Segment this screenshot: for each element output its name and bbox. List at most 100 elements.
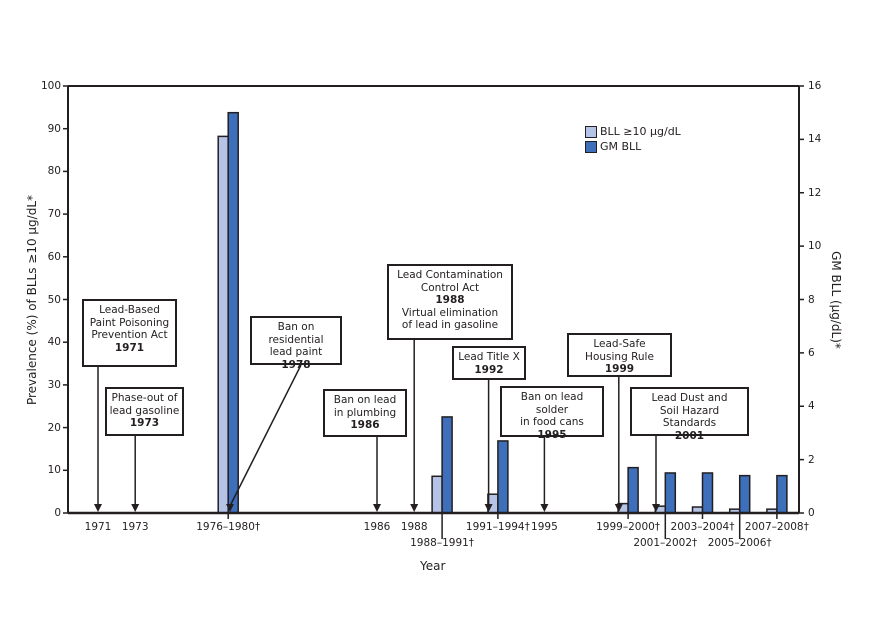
y-tick-label: 100 — [40, 80, 61, 92]
annotation-text: Lead Title X — [458, 351, 520, 363]
arrowhead-icon — [540, 504, 549, 512]
bar-gm-bll — [627, 466, 639, 514]
legend-item: GM BLL — [585, 139, 681, 154]
category-label: 2005–2006† — [707, 537, 772, 549]
arrowhead-icon — [410, 504, 419, 512]
annotation-1971: Lead-Based Paint Poisoning Prevention Act 1… — [82, 299, 177, 367]
annotation-year: 1986 — [350, 419, 380, 431]
bar-bll-prevalence — [217, 135, 229, 514]
annotation-text: Lead Dust and — [651, 392, 728, 404]
annotation-year: 1988 — [435, 294, 465, 306]
y-tick-label: 70 — [47, 208, 61, 221]
annotation-year: 2001 — [674, 429, 705, 442]
annotation-leader-line — [229, 364, 302, 507]
y2-tick-label: 16 — [808, 80, 822, 92]
y2-tick-label: 8 — [808, 293, 815, 306]
bar-gm-bll — [776, 474, 788, 514]
annotation-year: 1999 — [604, 363, 635, 375]
category-label: 1988–1991† — [410, 537, 475, 549]
bar-gm-bll — [441, 416, 453, 514]
category-label: 1999–2000† — [596, 521, 661, 533]
y-tick-label: 10 — [47, 464, 61, 477]
arrowhead-icon — [226, 504, 234, 512]
legend-item: BLL ≥10 µg/dL — [585, 124, 681, 139]
annotation-1995: Ban on lead solder in food cans 1995 — [500, 386, 604, 441]
annotation-text: Phase-out of — [111, 392, 178, 404]
y2-tick-label: 0 — [808, 507, 815, 519]
category-label: 2001–2002† — [633, 537, 698, 549]
annotation-2001: Lead Dust and Soil Hazard Standards 2001 — [630, 387, 749, 442]
annotation-1992: Lead Title X 1992 — [452, 346, 526, 380]
annotation-text: Soil Hazard Standards — [659, 404, 720, 430]
arrowhead-icon — [484, 504, 493, 512]
annotation-1978: Ban on residential lead paint 1978 — [250, 316, 342, 371]
bar-gm-bll — [497, 440, 509, 514]
x-axis-label: Year — [420, 559, 446, 573]
y2-tick-label: 10 — [808, 240, 822, 253]
annotation-text: lead gasoline — [109, 404, 180, 417]
annotation-year: 1992 — [474, 363, 504, 376]
y-tick-label: 30 — [47, 378, 61, 391]
year-tick-label: 1971 — [84, 521, 112, 533]
annotation-1999: Lead-Safe Housing Rule 1999 — [567, 333, 672, 377]
y2-tick-label: 12 — [808, 186, 822, 199]
legend-swatch — [585, 125, 597, 138]
bar-bll-prevalence — [431, 475, 443, 514]
arrowhead-icon — [373, 504, 381, 512]
year-tick-label: 1995 — [531, 521, 558, 533]
y2-tick-label: 6 — [808, 346, 815, 359]
annotation-text: Lead-Safe — [593, 338, 646, 350]
category-label: 1976–1980† — [196, 521, 261, 533]
annotation-text: Ban on residential — [268, 321, 324, 346]
bar-gm-bll — [701, 472, 714, 514]
annotation-text: in plumbing — [333, 406, 397, 419]
legend-swatch — [585, 140, 597, 153]
annotation-1973: Phase-out of lead gasoline 1973 — [105, 387, 184, 436]
bar-gm-bll — [227, 111, 239, 514]
annotation-text: Ban on lead — [333, 394, 397, 406]
y-tick-label: 40 — [47, 336, 61, 349]
annotation-1988: Lead Contamination Control Act 1988 Virtual… — [387, 264, 513, 340]
annotation-text: of lead in gasoline — [401, 319, 499, 331]
y-tick-label: 80 — [47, 165, 61, 178]
annotation-year: 1973 — [129, 417, 160, 429]
annotation-text: Ban on lead solder — [520, 391, 584, 416]
annotation-1986: Ban on lead in plumbing 1986 — [323, 389, 407, 437]
year-tick-label: 1986 — [363, 521, 391, 533]
y-tick-label: 60 — [47, 250, 61, 263]
category-label: 2003–2004† — [670, 521, 735, 533]
category-label: 1991–1994† — [465, 521, 530, 533]
bar-gm-bll — [738, 474, 751, 514]
legend-label: GM BLL — [600, 140, 642, 153]
annotation-text: Lead Contamination — [397, 269, 503, 281]
annotation-text: lead paint — [269, 346, 323, 358]
category-label: 2007–2008† — [744, 521, 809, 533]
annotation-text: Control Act — [420, 281, 480, 294]
year-tick-label: 1973 — [121, 521, 149, 533]
annotation-text: Virtual elimination — [401, 306, 499, 319]
y-tick-label: 90 — [47, 122, 61, 135]
annotation-text: Housing Rule — [585, 350, 654, 363]
annotation-text: in food cans — [520, 416, 584, 428]
bar-gm-bll — [664, 472, 677, 514]
arrowhead-icon — [131, 504, 140, 512]
y2-axis-label: GM BLL (µg/dL)* — [829, 251, 843, 349]
annotation-text: Paint Poisoning — [89, 316, 170, 329]
arrowhead-icon — [652, 504, 660, 512]
legend-label: BLL ≥10 µg/dL — [600, 125, 681, 138]
y2-tick-label: 14 — [808, 133, 822, 146]
y-axis-label: Prevalence (%) of BLLs ≥10 µg/dL* — [25, 194, 39, 406]
y-tick-label: 20 — [47, 421, 61, 434]
annotation-text: Lead-Based — [99, 304, 160, 316]
year-tick-label: 1988 — [400, 521, 428, 533]
annotation-year: 1995 — [537, 428, 567, 441]
y2-tick-label: 4 — [808, 400, 815, 413]
arrowhead-icon — [94, 504, 102, 512]
annotation-year: 1971 — [114, 341, 145, 354]
legend: BLL ≥10 µg/dL GM BLL — [585, 124, 681, 154]
y2-tick-label: 2 — [808, 453, 815, 466]
annotation-text: Prevention Act — [91, 329, 168, 341]
y-tick-label: 50 — [47, 293, 61, 306]
y-tick-label: 0 — [54, 507, 61, 519]
